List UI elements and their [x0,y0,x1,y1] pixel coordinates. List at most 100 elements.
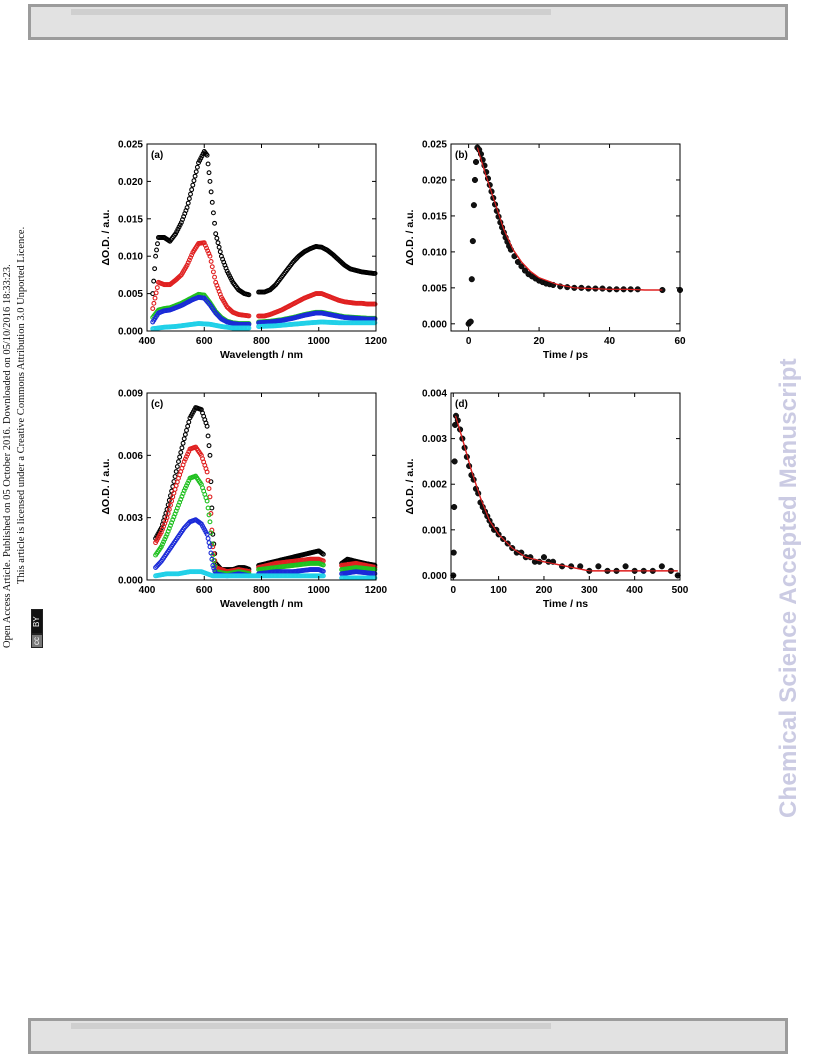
data-point [215,563,221,569]
data-point [319,558,325,563]
data-point [370,566,376,572]
plot-frame [146,143,377,332]
data-point [266,562,272,568]
data-point [531,558,538,565]
data-point [165,528,171,534]
data-point [290,554,296,560]
data-point [469,238,476,245]
data-point [500,229,507,236]
data-point [532,275,539,282]
data-point [267,318,273,324]
data-point [200,295,206,301]
data-point [228,320,234,326]
data-point [320,562,326,568]
data-point [200,456,205,462]
data-point [290,569,296,575]
data-point [182,211,188,217]
data-point [351,267,357,273]
data-point [205,505,211,511]
data-point [303,551,309,557]
data-point [209,541,215,547]
data-point [310,311,315,317]
data-point [315,573,321,579]
data-point [332,312,338,318]
data-point [308,550,314,556]
data-point [226,320,232,326]
data-point [157,325,163,331]
data-point [370,301,376,307]
data-point [289,321,295,327]
data-point [301,561,307,567]
data-point [274,558,280,564]
data-point [350,315,355,321]
data-point [185,322,191,328]
data-point [355,300,361,306]
data-point [536,558,543,565]
data-point [320,310,326,316]
data-point [363,270,369,275]
data-point [331,253,337,259]
data-point [178,570,184,576]
data-point [367,563,373,569]
data-point [305,320,311,326]
data-point [221,298,227,304]
data-point [208,550,214,556]
data-point [169,571,175,577]
data-point [350,267,355,272]
data-point [166,238,172,243]
data-point [199,295,205,301]
data-point [367,566,373,572]
data-point [169,306,175,312]
data-point [261,563,267,569]
data-point [272,318,278,324]
data-point [267,287,273,293]
data-point [225,270,231,276]
data-point [232,310,238,316]
data-point [191,321,197,327]
data-point [215,240,221,246]
cc-by-badge[interactable]: cc BY [31,588,43,648]
data-point [339,313,345,319]
data-point [304,567,310,573]
data-point [335,312,341,318]
data-point [308,292,314,298]
data-point [286,555,292,561]
data-point [327,294,333,300]
data-point [586,567,593,574]
data-point [180,440,186,446]
data-point [180,270,185,276]
data-point [281,322,287,328]
data-point [280,560,286,565]
data-point [500,535,507,543]
data-point [154,538,160,543]
data-point [179,465,185,471]
data-point [296,314,302,320]
data-point [171,540,177,546]
data-point [613,286,620,293]
data-point [180,302,185,308]
data-point [320,568,326,574]
data-point [245,321,251,327]
x-tick-label: 600 [196,585,213,596]
data-point [364,563,370,569]
data-point [174,323,180,329]
x-tick-label: 100 [490,585,507,596]
data-point [193,405,199,410]
data-point [193,569,199,575]
data-point [324,310,330,316]
data-point [220,567,226,573]
data-point [336,313,342,319]
data-point [207,253,213,259]
data-point [290,301,296,307]
data-point [259,289,265,295]
data-point [213,569,219,575]
x-tick-label: 600 [196,336,213,347]
data-point [238,565,244,570]
data-point [336,313,342,319]
data-point [153,573,159,579]
data-point [175,323,181,329]
data-point [172,232,177,238]
y-tick-label: 0.005 [118,289,143,300]
license-line-2[interactable]: This article is licensed under a Creativ… [16,226,27,584]
data-point [202,417,208,423]
